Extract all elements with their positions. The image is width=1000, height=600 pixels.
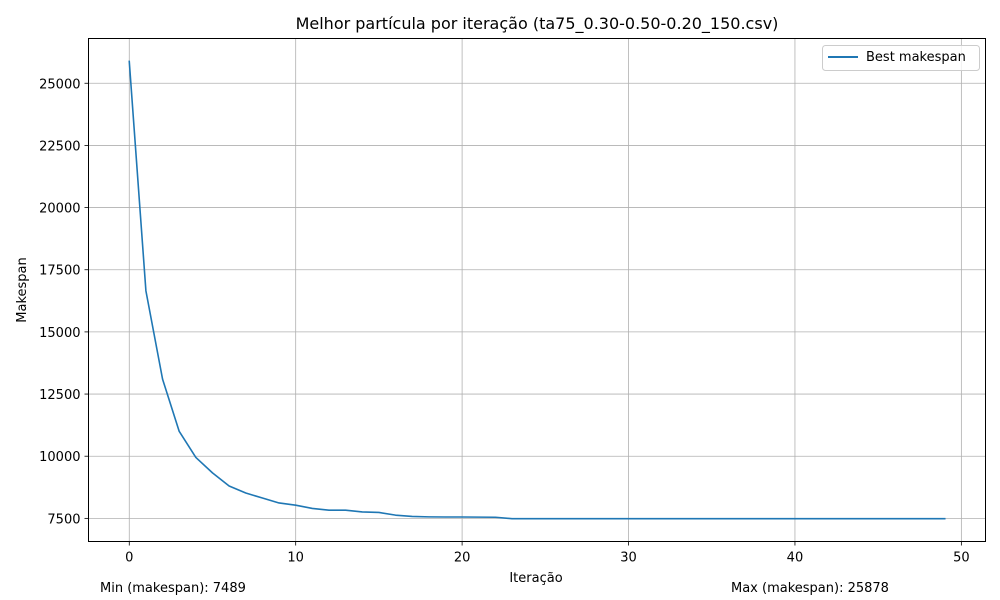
y-tick-label: 22500 bbox=[39, 139, 80, 154]
x-tick-label: 30 bbox=[620, 551, 637, 566]
y-tick-label: 12500 bbox=[39, 388, 80, 403]
x-axis-label: Iteração bbox=[509, 571, 562, 586]
x-tick-label: 20 bbox=[454, 551, 471, 566]
series-line-best-makespan bbox=[128, 60, 946, 520]
x-tick-label: 10 bbox=[287, 551, 304, 566]
legend-box bbox=[822, 45, 980, 71]
y-tick-label: 17500 bbox=[39, 264, 80, 279]
grid-lines bbox=[88, 38, 986, 542]
y-axis-label: Makespan bbox=[15, 257, 30, 322]
max-makespan-text: Max (makespan): 25878 bbox=[731, 581, 889, 596]
legend: Best makespan bbox=[822, 45, 980, 71]
y-axis-ticks: 7500 10000 12500 15000 17500 20000 22500 25000 bbox=[39, 77, 89, 527]
y-tick-label: 25000 bbox=[39, 77, 80, 92]
chart-title: Melhor partícula por iteração (ta75_0.30… bbox=[296, 14, 779, 34]
y-tick-label: 10000 bbox=[39, 450, 80, 465]
x-tick-label: 50 bbox=[953, 551, 970, 566]
legend-label: Best makespan bbox=[866, 50, 966, 65]
x-tick-label: 40 bbox=[787, 551, 804, 566]
x-axis-ticks: 0 10 20 30 40 50 bbox=[125, 541, 970, 566]
y-tick-label: 7500 bbox=[47, 512, 80, 527]
min-makespan-text: Min (makespan): 7489 bbox=[100, 581, 246, 596]
plot-area-frame bbox=[88, 38, 986, 542]
series-layer bbox=[128, 60, 946, 520]
y-tick-label: 15000 bbox=[39, 326, 80, 341]
x-tick-label: 0 bbox=[125, 551, 133, 566]
y-tick-label: 20000 bbox=[39, 202, 80, 217]
